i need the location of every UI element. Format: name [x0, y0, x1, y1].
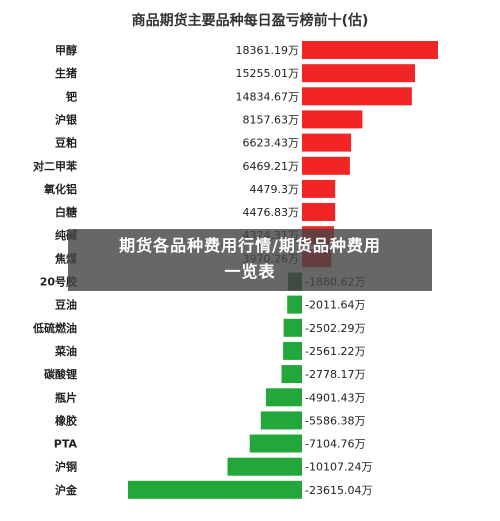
value-label: -4901.43万: [305, 391, 365, 404]
bar-6: [302, 179, 336, 198]
watermark-line-2: 一览表: [224, 262, 276, 281]
bar-19: [128, 480, 302, 499]
value-label: -5586.38万: [305, 414, 365, 427]
watermark-overlay: [68, 229, 432, 291]
category-label: 低硫燃油: [32, 321, 77, 335]
value-label: 15255.01万: [236, 67, 300, 80]
chart-title: 商品期货主要品种每日盈亏榜前十(估): [131, 13, 369, 29]
bar-5: [302, 156, 350, 175]
category-label: 菜油: [54, 344, 77, 358]
bar-13: [283, 341, 302, 360]
value-label: -7104.76万: [305, 438, 365, 451]
bar-11: [287, 295, 302, 314]
category-label: 豆油: [55, 298, 77, 312]
value-label: 6623.43万: [243, 137, 300, 150]
category-label: PTA: [54, 438, 78, 451]
bar-3: [302, 110, 363, 129]
category-label: 对二甲苯: [33, 159, 78, 173]
value-label: 4476.83万: [243, 206, 300, 219]
bar-4: [302, 133, 352, 152]
value-label: 4479.3万: [250, 183, 300, 196]
bar-17: [249, 434, 302, 453]
value-label: -2778.17万: [305, 368, 365, 381]
category-label: 沪铜: [55, 460, 77, 474]
category-label: 沪金: [55, 483, 78, 497]
category-label: 瓶片: [55, 390, 77, 404]
value-label: 14834.67万: [236, 90, 300, 103]
value-label: -2502.29万: [305, 322, 365, 335]
value-label: -10107.24万: [305, 461, 372, 474]
category-label: 生猪: [55, 66, 77, 80]
value-label: 8157.63万: [243, 113, 300, 126]
bar-14: [281, 365, 302, 384]
category-label: 沪银: [55, 112, 78, 126]
category-label: 甲醇: [55, 43, 77, 57]
value-label: -23615.04万: [305, 484, 372, 497]
category-label: 碳酸锂: [44, 367, 77, 381]
bar-16: [260, 411, 302, 430]
bar-2: [302, 87, 412, 106]
bar-15: [265, 388, 302, 407]
bar-12: [283, 318, 302, 337]
category-label: 钯: [65, 89, 77, 103]
bar-1: [302, 64, 415, 83]
value-label: -2011.64万: [305, 299, 365, 312]
value-label: 6469.21万: [243, 160, 300, 173]
bar-18: [227, 457, 302, 476]
category-label: 豆粕: [55, 136, 77, 150]
category-label: 橡胶: [55, 413, 77, 427]
bar-0: [302, 41, 438, 59]
category-label: 氧化铝: [43, 182, 77, 196]
category-label: 20号胶: [40, 275, 77, 289]
category-label: 白糖: [55, 205, 77, 219]
watermark-caption: 期货各品种费用行情/期货品种费用 一览表: [68, 233, 432, 285]
value-label: -2561.22万: [305, 345, 365, 358]
watermark-line-1: 期货各品种费用行情/期货品种费用: [119, 236, 381, 255]
value-label: 18361.19万: [236, 44, 300, 57]
bar-7: [302, 203, 336, 221]
